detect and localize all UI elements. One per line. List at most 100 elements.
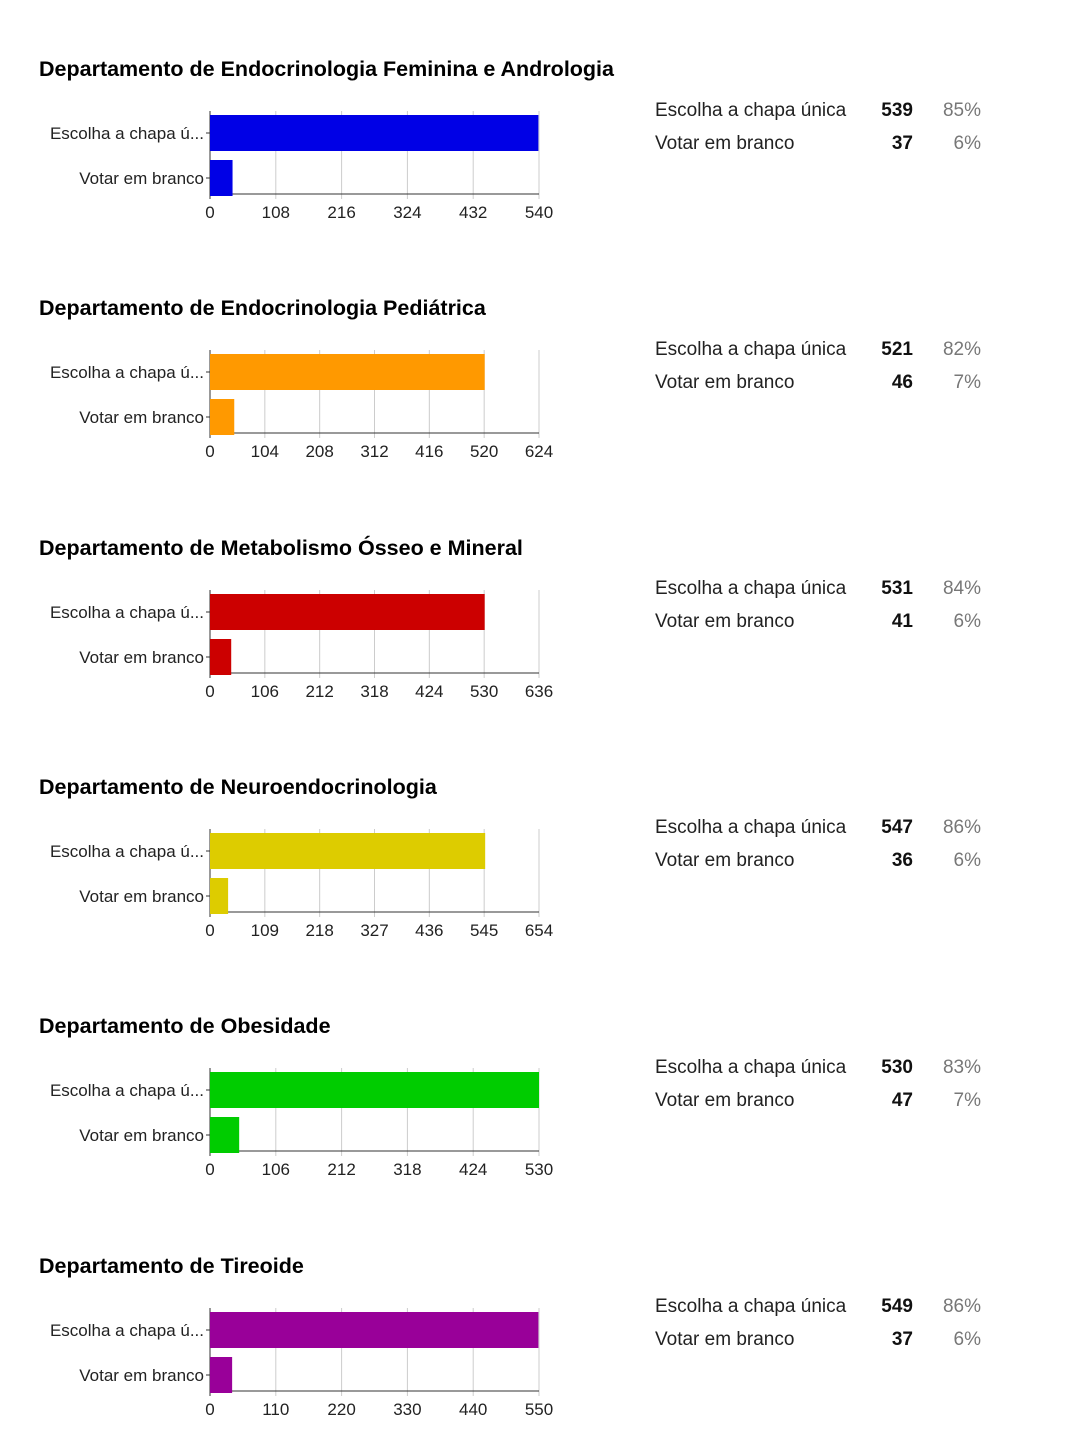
bar <box>210 115 539 151</box>
x-tick-label: 540 <box>525 203 553 222</box>
x-tick-label: 545 <box>470 921 498 940</box>
summary-row: Escolha a chapa única 547 86% <box>655 812 981 845</box>
summary-label: Votar em branco <box>655 1329 795 1350</box>
x-tick-label: 208 <box>305 442 333 461</box>
summary-label: Escolha a chapa única <box>655 1056 847 1078</box>
x-tick-label: 218 <box>305 921 333 940</box>
x-tick-label: 0 <box>205 442 214 461</box>
summary-row: Votar em branco 46 7% <box>655 366 981 399</box>
category-label: Escolha a chapa ú... <box>50 124 204 143</box>
bar <box>210 638 232 675</box>
summary-count: 531 <box>881 578 913 600</box>
category-label: Votar em branco <box>79 1126 204 1145</box>
bar <box>210 1072 539 1109</box>
summary-row: Votar em branco 47 7% <box>655 1084 981 1117</box>
bar <box>210 832 486 869</box>
bar <box>210 354 485 391</box>
summary-percent: 83% <box>942 1056 981 1078</box>
summary-label: Votar em branco <box>655 371 795 393</box>
x-tick-label: 220 <box>327 1400 355 1419</box>
x-tick-label: 416 <box>415 442 443 461</box>
x-tick-label: 654 <box>525 921 553 940</box>
chart-section: Departamento de Neuroendocrinologia 0 109 2… <box>0 732 1068 971</box>
chart-title: Departamento de Neuroendocrinologia <box>39 774 437 799</box>
x-tick-label: 530 <box>470 682 498 701</box>
x-tick-label: 110 <box>262 1400 289 1419</box>
chart-section: Departamento de Obesidade 0 106 212 318 424 53… <box>0 971 1068 1210</box>
category-label: Escolha a chapa ú... <box>50 1081 204 1100</box>
chart-section: Departamento de Tireoide 0 110 220 330 440 550… <box>0 1211 1068 1450</box>
category-label: Votar em branco <box>79 408 204 427</box>
chart-section: Departamento de Endocrinologia Pediátric… <box>0 253 1068 492</box>
x-tick-label: 636 <box>525 682 553 701</box>
summary-row: Votar em branco 37 6% <box>655 127 981 160</box>
chart-title: Departamento de Metabolismo Ósseo e Mine… <box>39 535 523 560</box>
summary-table: Escolha a chapa única 530 83% Votar em bran… <box>655 1051 981 1117</box>
bar <box>210 1356 233 1393</box>
x-tick-label: 440 <box>459 1400 487 1419</box>
summary-row: Escolha a chapa única 521 82% <box>655 333 981 366</box>
summary-row: Escolha a chapa única 530 83% <box>655 1051 981 1084</box>
summary-count: 37 <box>891 132 913 154</box>
summary-label: Votar em branco <box>655 611 795 633</box>
category-label: Escolha a chapa ú... <box>50 603 204 622</box>
chart-title: Departamento de Tireoide <box>39 1253 304 1278</box>
x-tick-label: 436 <box>415 921 443 940</box>
chart-title: Departamento de Endocrinologia Feminina … <box>39 57 614 81</box>
bar-chart: 0 106 212 318 424 530 636 Escolha a chapa ú... V… <box>30 580 570 710</box>
x-tick-label: 106 <box>251 682 279 701</box>
summary-label: Escolha a chapa única <box>655 817 847 839</box>
x-tick-label: 330 <box>393 1400 421 1419</box>
x-tick-label: 0 <box>205 203 214 222</box>
summary-label: Votar em branco <box>655 1089 795 1111</box>
x-tick-label: 318 <box>360 682 388 701</box>
x-tick-label: 312 <box>360 442 388 461</box>
summary-table: Escolha a chapa única 521 82% Votar em bran… <box>655 333 981 399</box>
category-label: Escolha a chapa ú... <box>50 842 204 861</box>
summary-count: 539 <box>881 99 913 121</box>
x-tick-label: 109 <box>251 921 279 940</box>
chart-section: Departamento de Endocrinologia Feminina … <box>0 14 1068 253</box>
summary-count: 46 <box>891 371 913 393</box>
summary-row: Escolha a chapa única 549 86% <box>655 1291 981 1324</box>
bar <box>210 160 233 196</box>
summary-percent: 82% <box>942 338 981 360</box>
summary-percent: 6% <box>953 850 981 872</box>
summary-label: Escolha a chapa única <box>655 578 847 600</box>
summary-label: Votar em branco <box>655 850 795 872</box>
x-tick-label: 318 <box>393 1160 421 1179</box>
summary-table: Escolha a chapa única 539 85% Votar em bran… <box>655 94 981 160</box>
summary-label: Escolha a chapa única <box>655 99 847 121</box>
category-label: Escolha a chapa ú... <box>50 363 204 382</box>
bar-chart-svg: 0 108 216 324 432 540 Escolha a chapa ú... Vota… <box>50 111 553 222</box>
bar-chart-svg: 0 109 218 327 436 545 654 Escolha a chapa ú... V… <box>50 828 553 940</box>
category-label: Escolha a chapa ú... <box>50 1321 204 1340</box>
summary-count: 37 <box>891 1329 913 1350</box>
summary-label: Escolha a chapa única <box>655 1296 847 1317</box>
category-label: Votar em branco <box>79 887 204 906</box>
summary-count: 530 <box>881 1056 913 1078</box>
bar <box>210 877 229 914</box>
bar <box>210 593 485 630</box>
bar-chart-svg: 0 110 220 330 440 550 Escolha a chapa ú... Vota… <box>50 1307 553 1419</box>
bar <box>210 1117 240 1154</box>
category-label: Votar em branco <box>79 169 204 188</box>
summary-label: Escolha a chapa única <box>655 338 847 360</box>
x-tick-label: 0 <box>205 682 214 701</box>
summary-count: 521 <box>881 338 913 360</box>
bar-chart: 0 106 212 318 424 530 Escolha a chapa ú... Vota… <box>30 1058 570 1188</box>
summary-percent: 84% <box>942 578 981 600</box>
x-tick-label: 624 <box>525 442 553 461</box>
summary-percent: 85% <box>942 99 981 121</box>
x-tick-label: 0 <box>205 921 214 940</box>
x-tick-label: 520 <box>470 442 498 461</box>
summary-percent: 7% <box>953 1089 981 1111</box>
summary-count: 547 <box>881 817 913 839</box>
chart-title: Departamento de Obesidade <box>39 1014 331 1039</box>
summary-percent: 6% <box>953 611 981 633</box>
x-tick-label: 424 <box>415 682 443 701</box>
summary-table: Escolha a chapa única 547 86% Votar em bran… <box>655 812 981 878</box>
x-tick-label: 432 <box>459 203 487 222</box>
x-tick-label: 0 <box>205 1400 214 1419</box>
summary-percent: 86% <box>942 817 981 839</box>
